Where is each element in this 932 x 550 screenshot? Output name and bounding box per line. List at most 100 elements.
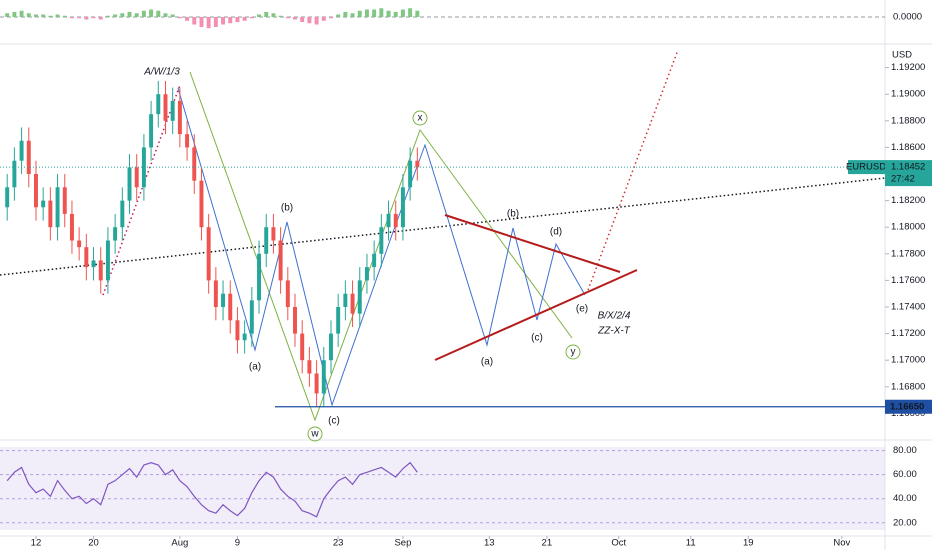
y-tick-label: 1.18000 [891,222,925,233]
candle-body [393,213,398,228]
candle-body [328,333,333,361]
candle-body [300,333,305,361]
candle-body [415,160,420,168]
candle-body [26,140,31,175]
hist-bar [343,12,348,17]
hist-bar [307,17,312,24]
candle-body [314,373,319,394]
wave-drawings [0,49,886,442]
hist-tick-label: 0.0000 [893,12,922,23]
projection-line [102,84,181,296]
hist-bar [350,13,355,17]
hist-bar [177,17,182,19]
candle-body [271,227,276,241]
trend-line [0,177,886,276]
candle-body [69,213,74,241]
hist-bar [249,17,254,19]
currency-label: USD [892,50,912,61]
x-tick-label: 12 [31,538,42,549]
hist-bar [393,12,398,17]
x-tick-label: 23 [333,538,344,549]
hist-bar [213,17,218,27]
hist-bar [105,15,110,17]
rsi-tick-label: 60.00 [893,469,917,480]
wave-label: (d) [550,227,562,238]
hline-label: 1.16650 [890,401,924,412]
x-tick-label: 11 [686,538,696,549]
wave-label: (e) [576,304,588,315]
x-tick-label: Sep [394,538,411,549]
wave-circle [412,110,428,126]
wave-line [177,87,586,407]
y-tick-label: 1.18200 [891,195,925,206]
candle-body [48,200,53,228]
candle-body [163,94,168,121]
candle-body [127,167,132,201]
hist-bar [170,14,175,17]
wave-label: y [571,347,576,358]
x-tick-label: 9 [235,538,240,549]
hist-bar [33,14,38,17]
candle-body [213,280,218,308]
countdown-label: 27:42 [891,174,915,185]
hist-bar [271,13,276,17]
candle-body [134,167,139,188]
candle-body [242,333,247,341]
candle-body [285,280,290,308]
candle-body [62,187,67,214]
wave-label: A/W/1/3 [143,67,180,78]
hist-bar [69,17,74,19]
hist-bar [127,12,132,17]
hist-bar [120,13,125,17]
symbol-tag [848,160,885,175]
candle-body [321,360,326,394]
triangle-line [434,269,638,361]
wave-label: B/X/2/4 [598,311,631,322]
hist-bar [386,10,391,17]
x-tick-label: 19 [743,538,754,549]
price-tag [885,160,932,187]
hist-bar [185,17,190,21]
hist-bar [156,10,161,17]
candle-body [372,253,377,268]
candle-body [350,293,355,314]
hist-bar [84,17,89,20]
hist-bar [149,9,154,17]
candle-body [336,307,341,334]
candle-body [98,260,103,281]
hist-bar [134,13,139,17]
candle-body [170,100,175,121]
hist-bar [199,17,204,27]
hist-bar [264,12,269,17]
wave-circle [565,344,581,360]
candle-body [156,94,161,115]
y-tick-label: 1.19200 [891,62,925,73]
y-tick-label: 1.17800 [891,248,925,259]
candle-body [264,227,269,254]
candle-body [357,280,362,314]
wave-label: w [310,429,319,440]
hist-bar [141,10,146,17]
hist-bar [5,13,10,17]
rsi-line [6,461,418,518]
candle-body [141,147,146,188]
candle-body [12,160,17,188]
candle-body [249,300,254,334]
projection-line [587,49,679,291]
candle-body [120,200,125,228]
candle-body [293,307,297,334]
wave-circle [307,426,323,442]
hist-bar [285,17,290,19]
candle-body [185,134,190,148]
candle-body [55,187,60,228]
candle-body [379,227,384,254]
rsi-tick-label: 40.00 [893,493,917,504]
y-tick-label: 1.18600 [891,142,925,153]
rsi-tick-label: 20.00 [893,517,917,528]
candle-body [149,114,154,148]
hist-bar [408,8,413,17]
hist-bar [364,9,369,17]
hist-bar [242,17,247,21]
candle-body [105,240,110,281]
hist-bar [55,14,60,17]
